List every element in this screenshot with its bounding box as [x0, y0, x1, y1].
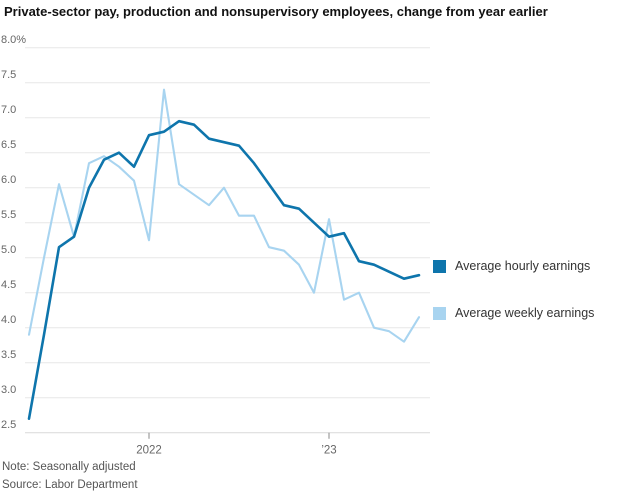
x-tick-label: 2022 — [136, 445, 162, 457]
hourly-series-swatch — [433, 259, 446, 273]
hourly-series-label: Average hourly earnings — [455, 259, 591, 273]
source-text: Source: Labor Department — [2, 479, 138, 491]
chart-footer: Note: Seasonally adjusted Source: Labor … — [2, 458, 138, 494]
legend-item-hourly: Average hourly earnings — [433, 259, 590, 273]
y-tick-label: 3.5 — [1, 349, 16, 361]
y-tick-label: 3.0 — [1, 384, 16, 396]
y-tick-label: 7.0 — [1, 104, 16, 116]
y-tick-label: 2.5 — [1, 419, 16, 431]
legend-item-weekly: Average weekly earnings — [433, 306, 594, 320]
y-tick-label: 4.0 — [1, 314, 16, 326]
y-tick-label: 7.5 — [1, 69, 16, 81]
y-tick-label: 8.0% — [1, 34, 26, 46]
series-line-weekly — [27, 88, 421, 343]
series-line-hourly — [27, 119, 421, 421]
note-text: Note: Seasonally adjusted — [2, 461, 136, 473]
chart-title: Private-sector pay, production and nonsu… — [4, 4, 548, 19]
x-tick-label: ’23 — [321, 445, 336, 457]
y-tick-label: 4.5 — [1, 279, 16, 291]
weekly-series-swatch — [433, 306, 446, 320]
y-tick-label: 6.5 — [1, 139, 16, 151]
weekly-series-label: Average weekly earnings — [455, 306, 595, 320]
y-tick-label: 6.0 — [1, 174, 16, 186]
y-tick-label: 5.5 — [1, 209, 16, 221]
y-tick-label: 5.0 — [1, 244, 16, 256]
